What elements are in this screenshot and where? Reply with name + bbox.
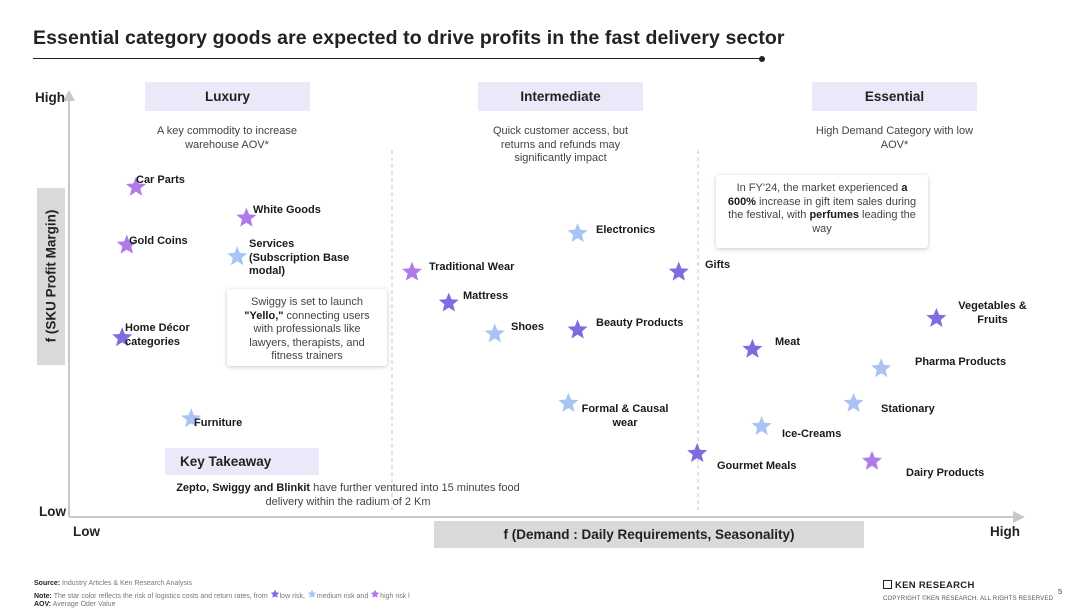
x-axis-title: f (Demand : Daily Requirements, Seasonal… [434,521,864,548]
category-desc-essential: High Demand Category with low AOV* [815,125,974,151]
title-underline [33,58,761,59]
callout-yello: Swiggy is set to launch "Yello," connect… [227,289,387,366]
key-takeaway-heading: Key Takeaway [165,448,319,475]
point-star-services-subscription-base-modal [227,246,248,266]
legend-high-risk-label: high risk l [380,592,410,600]
chart-axes [63,90,1025,523]
point-star-beauty-products [567,319,588,339]
point-label-shoes: Shoes [511,321,545,333]
category-dividers [391,150,699,510]
y-axis-low-label: Low [39,504,66,519]
x-axis-high-label: High [990,524,1020,539]
footer-aov: AOV: Average Oder Value [34,601,116,608]
point-label-pharma-products: Pharma Products [915,356,1007,368]
title-underline-dot [759,55,765,62]
point-label-gold-coins: Gold Coins [129,235,188,247]
point-label-services: Services (Subscription Base modal) [249,238,350,277]
point-star-home-d-cor-categories [112,327,133,347]
point-star-car-parts [126,176,146,196]
brand-logo: KEN RESEARCH [883,580,975,591]
point-label-vegetables-fruits: Vegetables & Fruits [958,300,1027,326]
page-title: Essential category goods are expected to… [33,27,785,49]
category-header-intermediate: Intermediate [478,82,643,111]
point-star-traditional-wear [402,261,422,281]
copyright-text: COPYRIGHT ©KEN RESEARCH. ALL RIGHTS RESE… [883,596,1054,602]
footer-source: Source: Industry Articles & Ken Research… [34,580,192,587]
point-star-vegetables-fruits [926,307,947,327]
category-desc-intermediate: Quick customer access, but returns and r… [492,125,629,164]
point-star-stationary [843,392,864,412]
point-label-traditional-wear: Traditional Wear [429,261,515,273]
point-star-electronics [567,223,588,242]
callout-gifts-bold-2: perfumes [809,209,859,221]
y-axis-high-label: High [35,90,65,105]
key-takeaway-rest: have further ventured into 15 minutes fo… [265,482,520,508]
point-star-mattress [438,292,459,312]
callout-gifts-text-3: leading the way [812,209,916,235]
point-label-formal-causal-wear: Formal & Causal wear [581,403,669,429]
y-axis-label-box [37,188,65,365]
y-axis-arrow [63,90,75,101]
point-star-white-goods [236,207,257,227]
key-takeaway-text: Zepto, Swiggy and Blinkit have further v… [170,482,526,509]
legend-medium-risk-label: medium risk and [316,592,369,600]
callout-gifts-text-2: increase in gift item sales during the f… [728,195,917,222]
brand-logo-icon [883,580,892,589]
point-label-mattress: Mattress [463,290,509,302]
page-number: 5 [1058,587,1063,596]
point-star-furniture [181,408,202,428]
footer-notes: Source: Industry Articles & Ken Research… [34,580,410,610]
x-axis-low-label: Low [73,524,100,539]
point-label-white-goods: White Goods [253,204,321,216]
category-header-essential: Essential [812,82,977,111]
point-star-ice-creams [751,416,772,435]
point-label-ice-creams: Ice-Creams [782,428,842,440]
category-desc-luxury: A key commodity to increase warehouse AO… [156,125,297,151]
key-takeaway-bold: Zepto, Swiggy and Blinkit [176,482,311,494]
point-label-electronics: Electronics [596,224,656,236]
point-star-gold-coins [116,234,137,254]
category-header-luxury: Luxury [145,82,310,111]
point-label-furniture: Furniture [194,417,243,429]
callout-gifts-text-1: In FY'24, the market experienced [736,182,902,194]
point-label-dairy-products: Dairy Products [906,467,985,479]
legend-low-risk-label: low risk, [279,592,305,600]
callout-yello-bold: "Yello," [244,309,284,322]
y-axis-title: f (SKU Profit Margin) [43,209,59,343]
footer-note: Note: The star color reflects the risk o… [34,589,410,602]
point-star-dairy-products [862,450,882,470]
point-star-shoes [484,323,505,343]
callout-yello-text-1: Swiggy is set to launch [251,296,363,308]
legend-medium-risk-star-icon [307,589,317,598]
point-label-home-decor: Home Décor categories [125,322,190,348]
point-label-beauty-products: Beauty Products [596,317,684,329]
legend-low-risk-star-icon [270,589,279,598]
chart-marks [112,176,947,470]
x-axis-arrow [1013,511,1025,523]
point-label-meat: Meat [775,336,801,348]
point-star-formal-causal-wear [558,392,579,412]
point-label-car-parts: Car Parts [136,174,185,186]
point-star-pharma-products [871,358,892,378]
point-star-meat [742,338,763,358]
callout-yello-text-2: connecting users with professionals like… [249,309,370,363]
callout-gifts-bold-1: a 600% [727,182,908,208]
point-label-stationary: Stationary [881,403,935,415]
point-star-gifts [668,261,689,281]
point-label-gifts: Gifts [705,259,731,271]
point-star-gourmet-meals [687,443,708,462]
callout-gifts: In FY'24, the market experienced a 600% … [716,175,928,248]
legend-high-risk-star-icon [370,589,380,598]
point-label-gourmet-meals: Gourmet Meals [717,460,797,472]
